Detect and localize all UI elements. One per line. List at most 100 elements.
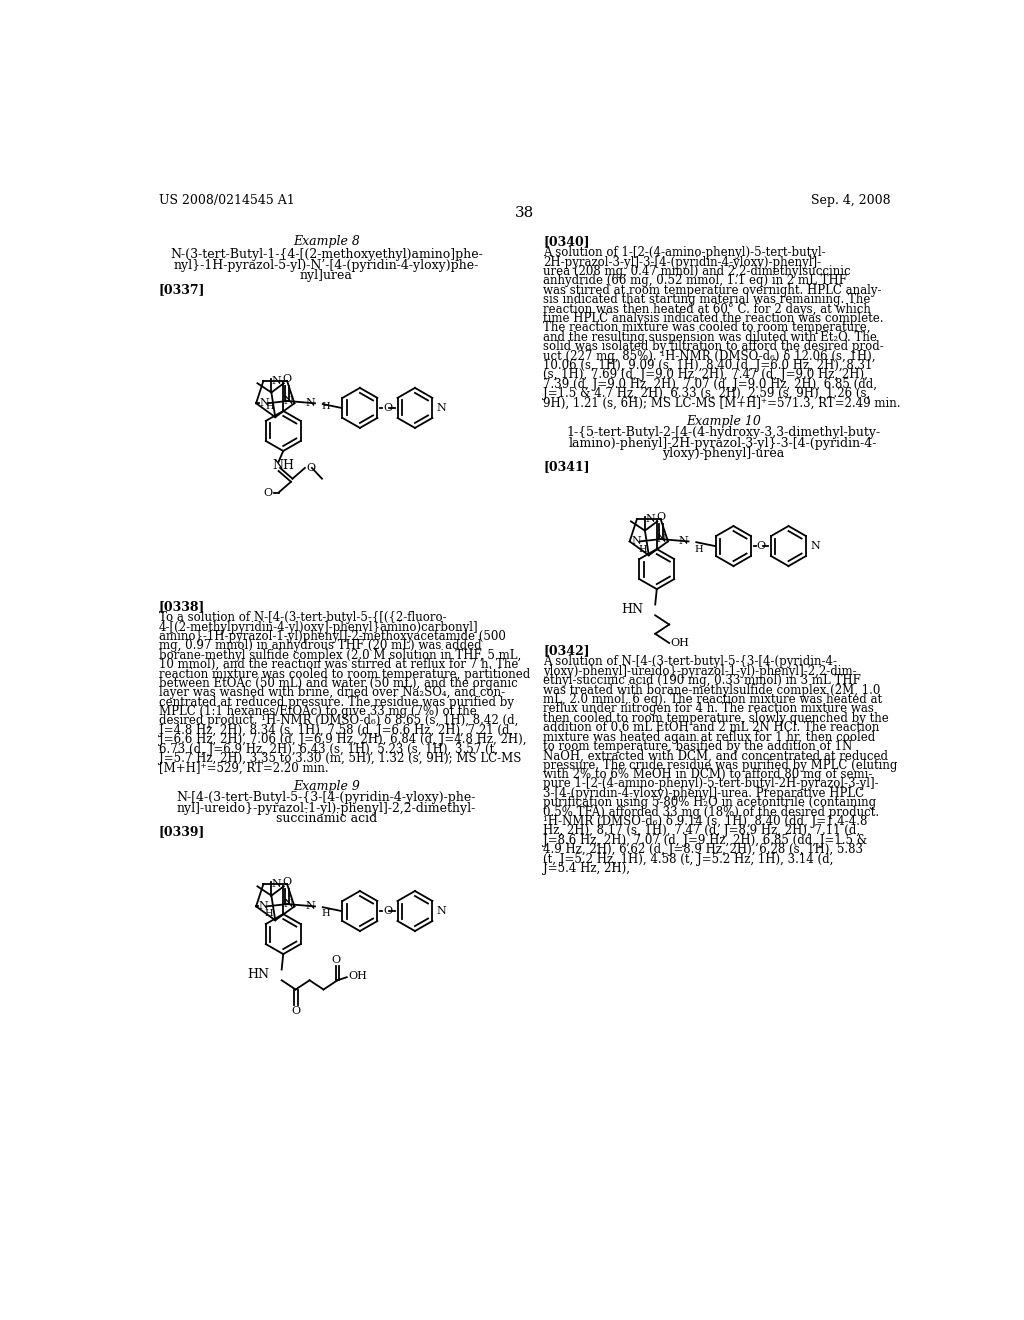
Text: to room temperature, basified by the addition of 1N: to room temperature, basified by the add… <box>544 741 853 752</box>
Text: [0340]: [0340] <box>544 235 590 248</box>
Text: 10.06 (s, 1H), 9.09 (s, 1H), 8.40 (d, J=6.0 Hz, 2H), 8.31: 10.06 (s, 1H), 9.09 (s, 1H), 8.40 (d, J=… <box>544 359 872 372</box>
Text: N: N <box>305 399 315 408</box>
Text: 7.39 (d, J=9.0 Hz, 2H), 7.07 (d, J=9.0 Hz, 2H), 6.85 (dd,: 7.39 (d, J=9.0 Hz, 2H), 7.07 (d, J=9.0 H… <box>544 378 878 391</box>
Text: borane-methyl sulfide complex (2.0 M solution in THF, 5 mL,: borane-methyl sulfide complex (2.0 M sol… <box>159 648 521 661</box>
Text: The reaction mixture was cooled to room temperature,: The reaction mixture was cooled to room … <box>544 321 870 334</box>
Text: N: N <box>258 902 268 911</box>
Text: N: N <box>436 906 446 916</box>
Text: ¹H-NMR (DMSO-d₆) δ 9.14 (s, 1H), 8.40 (dd, J=1.4-4.8: ¹H-NMR (DMSO-d₆) δ 9.14 (s, 1H), 8.40 (d… <box>544 814 867 828</box>
Text: HN: HN <box>621 603 643 616</box>
Text: 10 mmol), and the reaction was stirred at reflux for 7 h. The: 10 mmol), and the reaction was stirred a… <box>159 659 518 671</box>
Text: H: H <box>265 401 274 411</box>
Text: O: O <box>283 374 292 384</box>
Text: lamino)-phenyl]-2H-pyrazol-3-yl}-3-[4-(pyridin-4-: lamino)-phenyl]-2H-pyrazol-3-yl}-3-[4-(p… <box>569 437 878 450</box>
Text: J=5.7 Hz, 2H), 3.35 to 3.30 (m, 5H), 1.32 (s, 9H); MS LC-MS: J=5.7 Hz, 2H), 3.35 to 3.30 (m, 5H), 1.3… <box>159 752 521 766</box>
Text: Sep. 4, 2008: Sep. 4, 2008 <box>811 194 891 207</box>
Text: O: O <box>656 512 666 523</box>
Text: [0339]: [0339] <box>159 825 206 838</box>
Text: urea (208 mg, 0.47 mmol) and 2,2-dimethylsuccinic: urea (208 mg, 0.47 mmol) and 2,2-dimethy… <box>544 265 851 279</box>
Text: (t, J=5.2 Hz, 1H), 4.58 (t, J=5.2 Hz, 1H), 3.14 (d,: (t, J=5.2 Hz, 1H), 4.58 (t, J=5.2 Hz, 1H… <box>544 853 834 866</box>
Text: pressure. The crude residue was purified by MPLC (eluting: pressure. The crude residue was purified… <box>544 759 898 772</box>
Text: reaction was then heated at 60° C. for 2 days, at which: reaction was then heated at 60° C. for 2… <box>544 302 871 315</box>
Text: and the resulting suspension was diluted with Et₂O. The: and the resulting suspension was diluted… <box>544 331 878 343</box>
Text: J=1.5 & 4.7 Hz, 2H), 6.33 (s, 2H), 2.59 (s, 9H), 1.26 (s,: J=1.5 & 4.7 Hz, 2H), 6.33 (s, 2H), 2.59 … <box>544 387 870 400</box>
Text: N: N <box>272 376 282 385</box>
Text: 4-[(2-methylpyridin-4-yl)oxy]-phenyl}amino)carbonyl]: 4-[(2-methylpyridin-4-yl)oxy]-phenyl}ami… <box>159 620 478 634</box>
Text: A solution of N-[4-(3-tert-butyl-5-{3-[4-(pyridin-4-: A solution of N-[4-(3-tert-butyl-5-{3-[4… <box>544 655 838 668</box>
Text: yloxy)-phenyl]-urea: yloxy)-phenyl]-urea <box>663 447 784 461</box>
Text: 1-{5-tert-Butyl-2-[4-(4-hydroxy-3,3-dimethyl-buty-: 1-{5-tert-Butyl-2-[4-(4-hydroxy-3,3-dime… <box>566 426 881 438</box>
Text: Example 10: Example 10 <box>686 414 761 428</box>
Text: [0342]: [0342] <box>544 644 590 657</box>
Text: MPLC (1:1 hexanes/EtOAc) to give 33 mg (7%) of the: MPLC (1:1 hexanes/EtOAc) to give 33 mg (… <box>159 705 477 718</box>
Text: N: N <box>283 396 293 405</box>
Text: J=6.6 Hz, 2H), 7.06 (d, J=6.9 Hz, 2H), 6.84 (d, J=4.8 Hz, 2H),: J=6.6 Hz, 2H), 7.06 (d, J=6.9 Hz, 2H), 6… <box>159 734 526 746</box>
Text: N: N <box>656 533 667 544</box>
Text: reflux under nitrogen for 4 h. The reaction mixture was: reflux under nitrogen for 4 h. The react… <box>544 702 874 715</box>
Text: J=5.4 Hz, 2H),: J=5.4 Hz, 2H), <box>544 862 631 875</box>
Text: O: O <box>383 906 392 916</box>
Text: [M+H]⁺=529, RT=2.20 min.: [M+H]⁺=529, RT=2.20 min. <box>159 762 329 775</box>
Text: O: O <box>332 954 341 965</box>
Text: mg, 0.97 mmol) in anhydrous THF (20 mL) was added: mg, 0.97 mmol) in anhydrous THF (20 mL) … <box>159 639 481 652</box>
Text: 3-[4-(pyridin-4-yloxy)-phenyl]-urea. Preparative HPLC: 3-[4-(pyridin-4-yloxy)-phenyl]-urea. Pre… <box>544 787 864 800</box>
Text: A solution of 1-[2-(4-amino-phenyl)-5-tert-butyl-: A solution of 1-[2-(4-amino-phenyl)-5-te… <box>544 246 826 259</box>
Text: nyl]-ureido}-pyrazol-1-yl)-phenyl]-2,2-dimethyl-: nyl]-ureido}-pyrazol-1-yl)-phenyl]-2,2-d… <box>177 801 476 814</box>
Text: N-[4-(3-tert-Butyl-5-{3-[4-(pyridin-4-yloxy)-phe-: N-[4-(3-tert-Butyl-5-{3-[4-(pyridin-4-yl… <box>177 791 476 804</box>
Text: H: H <box>322 401 330 411</box>
Text: pure 1-[2-(4-amino-phenyl)-5-tert-butyl-2H-pyrazol-3-yl]-: pure 1-[2-(4-amino-phenyl)-5-tert-butyl-… <box>544 777 879 791</box>
Text: purification using 5-80% H₂O in acetonitrile (containing: purification using 5-80% H₂O in acetonit… <box>544 796 877 809</box>
Text: then cooled to room temperature, slowly quenched by the: then cooled to room temperature, slowly … <box>544 711 889 725</box>
Text: layer was washed with brine, dried over Na₂SO₄, and con-: layer was washed with brine, dried over … <box>159 686 505 700</box>
Text: sis indicated that starting material was remaining. The: sis indicated that starting material was… <box>544 293 870 306</box>
Text: O: O <box>306 463 315 473</box>
Text: (s, 1H), 7.69 (d, J=9.0 Hz, 2H), 7.47 (d, J=9.0 Hz, 2H),: (s, 1H), 7.69 (d, J=9.0 Hz, 2H), 7.47 (d… <box>544 368 868 381</box>
Text: OH: OH <box>671 638 689 648</box>
Text: solid was isolated by filtration to afford the desired prod-: solid was isolated by filtration to affo… <box>544 341 884 354</box>
Text: yloxy)-phenyl]-ureido}-pyrazol-1-yl)-phenyl]-2,2-dim-: yloxy)-phenyl]-ureido}-pyrazol-1-yl)-phe… <box>544 665 857 677</box>
Text: amino}-1H-pyrazol-1-yl)phenyl]-2-methoxyacetamide (500: amino}-1H-pyrazol-1-yl)phenyl]-2-methoxy… <box>159 630 506 643</box>
Text: N: N <box>632 536 642 546</box>
Text: N: N <box>259 399 269 408</box>
Text: N: N <box>436 403 446 413</box>
Text: H: H <box>638 545 647 553</box>
Text: between EtOAc (50 mL) and water (50 mL), and the organic: between EtOAc (50 mL) and water (50 mL),… <box>159 677 518 690</box>
Text: 38: 38 <box>515 206 535 220</box>
Text: US 2008/0214545 A1: US 2008/0214545 A1 <box>159 194 295 207</box>
Text: O: O <box>263 487 272 498</box>
Text: mixture was heated again at reflux for 1 hr, then cooled: mixture was heated again at reflux for 1… <box>544 730 876 743</box>
Text: NH: NH <box>272 458 294 471</box>
Text: N: N <box>283 899 293 908</box>
Text: succinamic acid: succinamic acid <box>275 812 377 825</box>
Text: N-(3-tert-Butyl-1-{4-[(2-methoxyethyl)amino]phe-: N-(3-tert-Butyl-1-{4-[(2-methoxyethyl)am… <box>170 248 482 261</box>
Text: OH: OH <box>348 970 368 981</box>
Text: O: O <box>283 878 292 887</box>
Text: N: N <box>645 513 655 524</box>
Text: 9H), 1.21 (s, 6H); MS LC-MS [M+H]⁺=571.3, RT=2.49 min.: 9H), 1.21 (s, 6H); MS LC-MS [M+H]⁺=571.3… <box>544 396 901 409</box>
Text: reaction mixture was cooled to room temperature, partitioned: reaction mixture was cooled to room temp… <box>159 668 530 681</box>
Text: [0338]: [0338] <box>159 601 206 614</box>
Text: nyl]urea: nyl]urea <box>300 269 353 282</box>
Text: 6.73 (d, J=6.9 Hz, 2H), 6.43 (s, 1H), 5.23 (s, 1H), 3.57 (t,: 6.73 (d, J=6.9 Hz, 2H), 6.43 (s, 1H), 5.… <box>159 743 498 755</box>
Text: was treated with borane-methylsulfide complex (2M, 1.0: was treated with borane-methylsulfide co… <box>544 684 881 697</box>
Text: N: N <box>305 902 315 911</box>
Text: 4.9 Hz, 2H), 6.62 (d, J=8.9 Hz, 2H), 6.28 (s, 1H), 5.83: 4.9 Hz, 2H), 6.62 (d, J=8.9 Hz, 2H), 6.2… <box>544 843 863 857</box>
Text: nyl}-1H-pyrazol-5-yl)-N’-[4-(pyridin-4-yloxy)phe-: nyl}-1H-pyrazol-5-yl)-N’-[4-(pyridin-4-y… <box>174 259 479 272</box>
Text: Example 8: Example 8 <box>293 235 359 248</box>
Text: uct (227 mg, 85%). ¹H-NMR (DMSO-d₆) δ 12.06 (s, 1H),: uct (227 mg, 85%). ¹H-NMR (DMSO-d₆) δ 12… <box>544 350 876 363</box>
Text: with 2% to 6% MeOH in DCM) to afford 80 mg of semi-: with 2% to 6% MeOH in DCM) to afford 80 … <box>544 768 872 781</box>
Text: J=8.6 Hz, 2H), 7.07 (d, J=9 Hz, 2H), 6.85 (dd, J=1.5 &: J=8.6 Hz, 2H), 7.07 (d, J=9 Hz, 2H), 6.8… <box>544 834 867 847</box>
Text: anhydride (66 mg, 0.52 mmol, 1.1 eq) in 2 mL THF: anhydride (66 mg, 0.52 mmol, 1.1 eq) in … <box>544 275 848 288</box>
Text: 0.5% TFA) afforded 33 mg (18%) of the desired product.: 0.5% TFA) afforded 33 mg (18%) of the de… <box>544 805 880 818</box>
Text: Example 9: Example 9 <box>293 780 359 793</box>
Text: addition of 0.6 mL EtOH and 2 mL 2N HCl. The reaction: addition of 0.6 mL EtOH and 2 mL 2N HCl.… <box>544 721 880 734</box>
Text: H: H <box>264 909 273 919</box>
Text: O: O <box>383 403 392 413</box>
Text: H: H <box>694 545 703 553</box>
Text: N: N <box>679 536 688 546</box>
Text: [0341]: [0341] <box>544 459 590 473</box>
Text: Hz, 2H), 8.17 (s, 1H), 7.47 (d, J=8.9 Hz, 2H), 7.11 (d,: Hz, 2H), 8.17 (s, 1H), 7.47 (d, J=8.9 Hz… <box>544 825 860 837</box>
Text: 2H-pyrazol-3-yl]-3-[4-(pyridin-4-yloxy)-phenyl]-: 2H-pyrazol-3-yl]-3-[4-(pyridin-4-yloxy)-… <box>544 256 821 268</box>
Text: J=4.8 Hz, 2H), 8.34 (s, 1H), 7.58 (d, J=6.6 Hz, 2H), 7.21 (d,: J=4.8 Hz, 2H), 8.34 (s, 1H), 7.58 (d, J=… <box>159 723 513 737</box>
Text: mL, 2.0 mmol, 6 eq). The reaction mixture was heated at: mL, 2.0 mmol, 6 eq). The reaction mixtur… <box>544 693 883 706</box>
